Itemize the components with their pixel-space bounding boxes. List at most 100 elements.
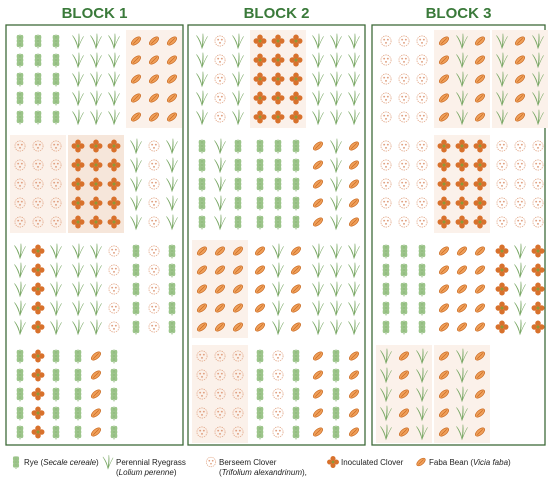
icon	[382, 244, 390, 259]
icon	[382, 263, 390, 278]
icon	[214, 54, 226, 66]
block-border	[5, 24, 184, 446]
icon	[380, 73, 392, 85]
icon	[348, 262, 360, 278]
icon	[312, 109, 324, 125]
legend-label: (Trifolium alexandrinum),	[219, 468, 307, 477]
icon	[311, 139, 325, 153]
icon	[330, 52, 342, 68]
plot	[492, 30, 548, 128]
icon	[148, 264, 160, 276]
icon	[16, 34, 24, 49]
icon	[398, 197, 410, 209]
icon	[455, 301, 469, 315]
plot	[192, 240, 248, 338]
icon	[52, 387, 60, 402]
icon	[14, 319, 26, 335]
icon	[312, 52, 324, 68]
icon	[347, 158, 361, 172]
plot	[311, 138, 361, 230]
icon	[437, 301, 451, 315]
icon	[514, 216, 526, 228]
icon	[532, 197, 544, 209]
icon	[532, 140, 544, 152]
icon	[89, 349, 103, 363]
icon	[16, 368, 24, 383]
icon	[31, 406, 45, 420]
icon	[311, 215, 325, 229]
block-title: BLOCK 1	[62, 5, 128, 22]
icon	[110, 387, 118, 402]
block-border	[187, 24, 366, 446]
icon	[330, 109, 342, 125]
icon	[108, 283, 120, 295]
icon	[110, 368, 118, 383]
icon	[347, 349, 361, 363]
icon	[130, 214, 142, 230]
icon	[418, 301, 426, 316]
icon	[416, 92, 428, 104]
icon	[400, 263, 408, 278]
icon	[52, 349, 60, 364]
icon	[234, 215, 242, 230]
icon	[166, 195, 178, 211]
icon	[274, 139, 282, 154]
icon	[380, 178, 392, 190]
icon	[312, 262, 324, 278]
plot	[10, 135, 66, 233]
icon	[382, 282, 390, 297]
plot	[253, 243, 303, 335]
icon	[348, 33, 360, 49]
icon	[90, 33, 102, 49]
plot	[132, 244, 176, 335]
icon	[311, 158, 325, 172]
icon	[16, 72, 24, 87]
icon	[196, 90, 208, 106]
icon	[256, 177, 264, 192]
icon	[332, 425, 340, 440]
icon	[416, 73, 428, 85]
icon	[272, 243, 284, 259]
icon	[31, 263, 45, 277]
icon	[16, 406, 24, 421]
plot	[256, 139, 300, 230]
legend-text: )	[96, 458, 99, 467]
icon	[418, 320, 426, 335]
icon	[416, 35, 428, 47]
legend-text: )	[508, 458, 511, 467]
icon	[234, 139, 242, 154]
icon	[514, 262, 526, 278]
icon	[102, 454, 114, 470]
icon	[90, 52, 102, 68]
icon	[311, 387, 325, 401]
icon	[312, 33, 324, 49]
plot	[434, 135, 490, 233]
icon	[289, 320, 303, 334]
icon	[148, 283, 160, 295]
icon	[312, 90, 324, 106]
icon	[398, 92, 410, 104]
icon	[256, 215, 264, 230]
plot	[311, 349, 361, 440]
icon	[90, 281, 102, 297]
plot	[312, 33, 360, 125]
icon	[292, 139, 300, 154]
plot	[16, 34, 60, 125]
legend-label: (Lolium perenne)	[116, 468, 177, 477]
icon	[72, 33, 84, 49]
icon	[214, 214, 226, 230]
icon	[50, 281, 62, 297]
icon	[496, 140, 508, 152]
icon	[289, 301, 303, 315]
legend-label: Berseem Clover	[219, 458, 277, 467]
icon	[166, 138, 178, 154]
plot	[196, 33, 244, 125]
icon	[311, 368, 325, 382]
icon	[437, 282, 451, 296]
icon	[272, 300, 284, 316]
icon	[347, 406, 361, 420]
icon	[272, 407, 284, 419]
icon	[31, 349, 45, 363]
icon	[130, 157, 142, 173]
icon	[495, 282, 509, 296]
